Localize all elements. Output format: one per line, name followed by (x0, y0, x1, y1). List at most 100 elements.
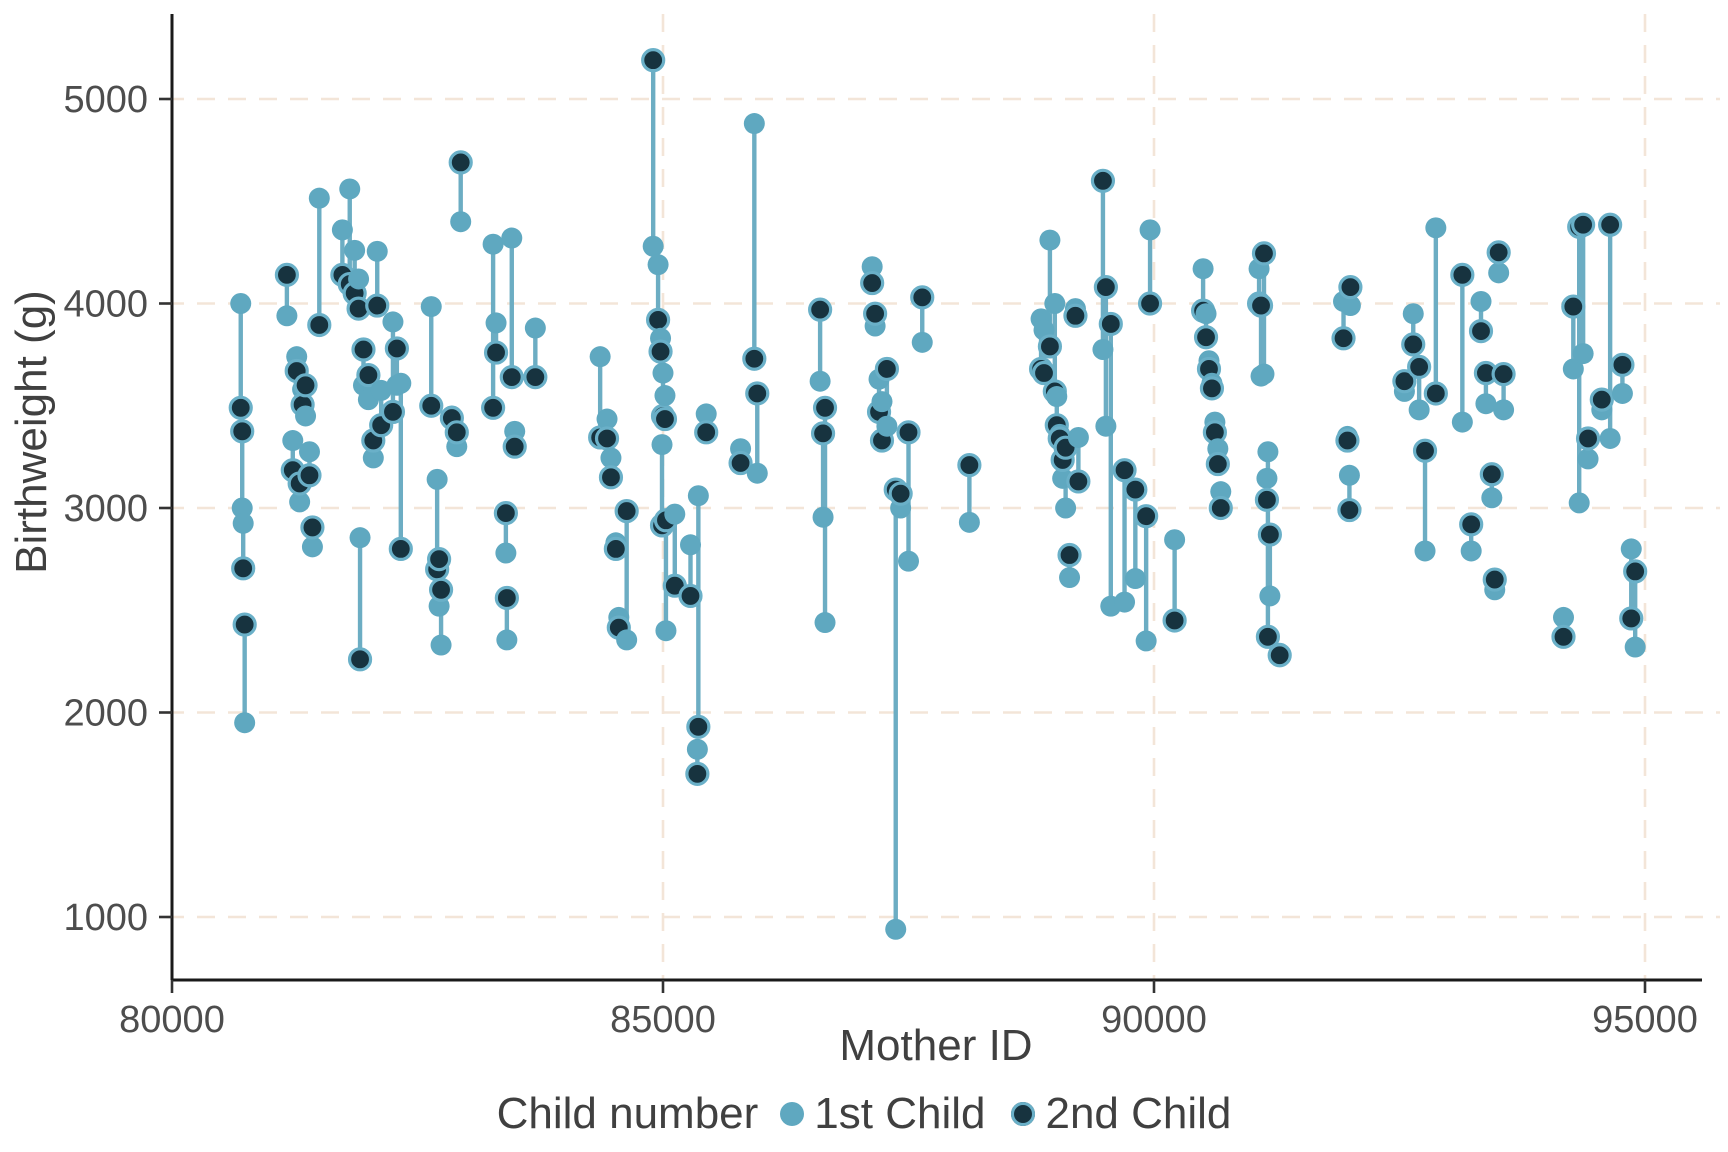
second-child-dot (1057, 542, 1082, 568)
second-child-dot (1162, 608, 1187, 633)
first-child-dot (501, 227, 523, 249)
first-child-dot (1470, 290, 1492, 312)
second-child-dot (810, 421, 836, 446)
first-child-dot (1611, 382, 1633, 404)
y-tick-label: 1000 (63, 897, 148, 939)
legend-title: Child number (496, 1089, 759, 1138)
first-child-dot (814, 612, 836, 634)
first-child-dot (1408, 399, 1430, 421)
second-child-dot (494, 585, 519, 611)
first-child-dot (1624, 636, 1646, 658)
second-child-dot (808, 297, 833, 322)
first-child-dot (1055, 497, 1077, 519)
second-child-dot (231, 556, 256, 581)
second-child-dot (428, 577, 454, 602)
first-child-dot (812, 506, 834, 528)
second-child-dot (1450, 262, 1475, 287)
first-child-dot (295, 405, 317, 427)
second-child-dot (1623, 559, 1648, 584)
first-child-dot (679, 534, 701, 556)
first-child-dot (686, 738, 708, 760)
first-child-dot (1114, 591, 1136, 613)
second-child-dot (297, 463, 322, 488)
first-child-dot (1095, 415, 1117, 437)
first-child-dot (1552, 606, 1574, 628)
first-child-dot (651, 434, 673, 456)
second-child-dot (384, 336, 409, 361)
first-child-dot (958, 511, 980, 533)
x-tick-label: 95000 (1592, 999, 1698, 1041)
first-child-dot (876, 415, 898, 437)
first-child-dot (496, 629, 518, 651)
first-child-dot (348, 268, 370, 290)
second-child-dot (293, 373, 318, 398)
legend: Child number 1st Child 2nd Child (0, 1086, 1728, 1142)
first-child-dot (1451, 411, 1473, 433)
second-child-dot (1619, 606, 1644, 631)
second-child-dot (1254, 487, 1280, 512)
axis-ticks (159, 97, 1647, 993)
first-child-dot (1046, 386, 1068, 408)
legend-item-second-child: 2nd Child (1011, 1089, 1231, 1139)
first-child-dot (282, 430, 304, 452)
second-child-dot (1066, 469, 1091, 494)
second-child-dot (1335, 428, 1360, 453)
second-child-dot (1407, 354, 1432, 379)
first-child-dot (339, 178, 361, 200)
first-child-dot (1256, 467, 1278, 489)
second-child-dot (888, 481, 913, 506)
second-child-dot (388, 536, 413, 562)
second-child-dot (307, 312, 332, 338)
first-child-dot (746, 462, 768, 484)
second-child-dot (365, 293, 390, 318)
second-child-dot (678, 583, 703, 609)
first-child-dot (485, 312, 507, 334)
first-child-dot (1257, 441, 1279, 463)
second-child-dot (1610, 352, 1635, 377)
second-child-dot (481, 395, 506, 420)
second-child-dot (1093, 275, 1118, 300)
first-child-dot (1044, 293, 1066, 314)
first-child-dot (871, 391, 893, 413)
second-child-dot (1257, 522, 1282, 547)
second-child-dot (1208, 495, 1233, 521)
second-child-dot (614, 498, 639, 524)
second-child-dot (598, 465, 624, 490)
second-child-dot (300, 515, 325, 540)
first-child-dot (647, 254, 669, 276)
second-child-dot (641, 48, 666, 73)
first-child-dot (911, 331, 933, 353)
first-child-dot (1039, 229, 1061, 251)
second-child-dot (1331, 326, 1356, 351)
first-child-dot (231, 497, 253, 519)
first-child-dot (1139, 219, 1161, 241)
first-child-dot (1493, 399, 1515, 421)
second-child-dot (1134, 504, 1159, 529)
first-child-dot (861, 256, 883, 278)
x-tick-label: 80000 (119, 999, 225, 1041)
second-child-dot-icon (1011, 1102, 1036, 1126)
first-child-dot (420, 296, 442, 318)
second-child-dot (1598, 212, 1623, 237)
second-child-dot (874, 356, 899, 382)
second-child-dot (1551, 624, 1576, 649)
first-child-dot (1339, 295, 1361, 317)
first-child-dot (1599, 427, 1621, 449)
first-child-dot (1135, 630, 1157, 652)
second-child-dot (860, 270, 885, 296)
first-child-dot (289, 491, 311, 513)
first-child-dot (743, 113, 765, 135)
second-child-dot (1479, 462, 1504, 487)
first-child-dot (1460, 540, 1482, 562)
first-child-dot (664, 503, 686, 525)
legend-label-second-child: 2nd Child (1045, 1089, 1232, 1138)
first-child-dot (687, 485, 709, 507)
first-child-dot (1620, 538, 1642, 560)
second-child-dot (1255, 624, 1281, 649)
first-child-dot (600, 447, 622, 469)
second-child-dot (380, 399, 406, 424)
second-child-dot (1575, 426, 1601, 451)
second-child-dot (728, 450, 753, 476)
second-child-dot (228, 395, 253, 420)
